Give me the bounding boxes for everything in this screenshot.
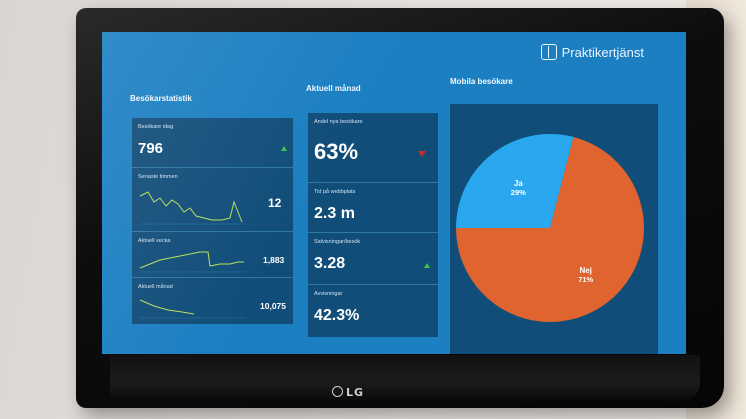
pages-per-visit-value: 3.28 [314, 255, 346, 272]
pages-per-visit-label: Sidvisningar/besök [314, 239, 361, 245]
tile-bounce: Avvisningar 42.3% [308, 285, 438, 337]
new-visitors-label: Andel nya besökare [314, 119, 363, 125]
section-title-mobile-visitors: Mobila besökare [450, 77, 513, 86]
tile-current-week: Aktuell vecka 1,883 [132, 232, 293, 278]
visitor-stats-panel: Besökare idag 796 Senaste timmen 12 Aktu… [132, 118, 293, 324]
visitors-today-label: Besökare idag [138, 124, 174, 130]
new-visitors-value: 63% [314, 139, 359, 164]
trend-up-icon [281, 146, 287, 151]
trend-up-icon [424, 263, 430, 268]
pie-slice-nej [456, 136, 644, 322]
current-month-panel: Andel nya besökare 63% Tid på webbplats … [308, 113, 438, 337]
last-hour-value: 12 [268, 196, 282, 210]
section-title-current-month: Aktuell månad [306, 84, 361, 93]
time-on-site-label: Tid på webbplats [314, 189, 356, 195]
trend-down-icon [418, 151, 426, 157]
current-month-visitors-label: Aktuell månad [138, 284, 173, 290]
current-week-value: 1,883 [263, 255, 285, 265]
brand-logo-icon [540, 44, 557, 60]
last-hour-label: Senaste timmen [138, 174, 178, 180]
visitors-today-value: 796 [138, 140, 164, 157]
tile-pages-per-visit: Sidvisningar/besök 3.28 [308, 233, 438, 285]
dashboard-screen: Praktikertjänst Besökarstatistik Aktuell… [102, 32, 686, 354]
section-title-visitor-stats: Besökarstatistik [130, 94, 192, 103]
tile-visitors-today: Besökare idag 796 [132, 118, 293, 168]
brand-header: Praktikertjänst [540, 44, 644, 60]
bounce-label: Avvisningar [314, 291, 343, 297]
last-hour-sparkline [139, 191, 246, 225]
pie-label-ja: Ja [514, 179, 523, 188]
tile-new-visitors: Andel nya besökare 63% [308, 113, 438, 183]
current-month-visitors-value: 10,075 [260, 301, 286, 311]
tile-current-month-visitors: Aktuell månad 10,075 [132, 278, 293, 324]
tv-bezel-bottom [110, 355, 700, 401]
current-week-sparkline [139, 251, 246, 273]
tv-brand-logo: LG [332, 386, 364, 399]
tile-time-on-site: Tid på webbplats 2.3 m [308, 183, 438, 233]
tile-last-hour: Senaste timmen 12 [132, 168, 293, 232]
mobile-visitors-panel: Ja 29% Nej 71% [450, 104, 658, 354]
pie-value-ja: 29% [511, 188, 526, 197]
time-on-site-value: 2.3 m [314, 205, 355, 222]
current-month-sparkline [139, 299, 246, 319]
brand-name: Praktikertjänst [561, 44, 644, 60]
pie-value-nej: 71% [578, 275, 593, 284]
current-week-label: Aktuell vecka [138, 238, 171, 244]
pie-label-nej: Nej [579, 266, 591, 275]
pie-slice-ja [456, 134, 574, 228]
bounce-value: 42.3% [314, 307, 360, 324]
